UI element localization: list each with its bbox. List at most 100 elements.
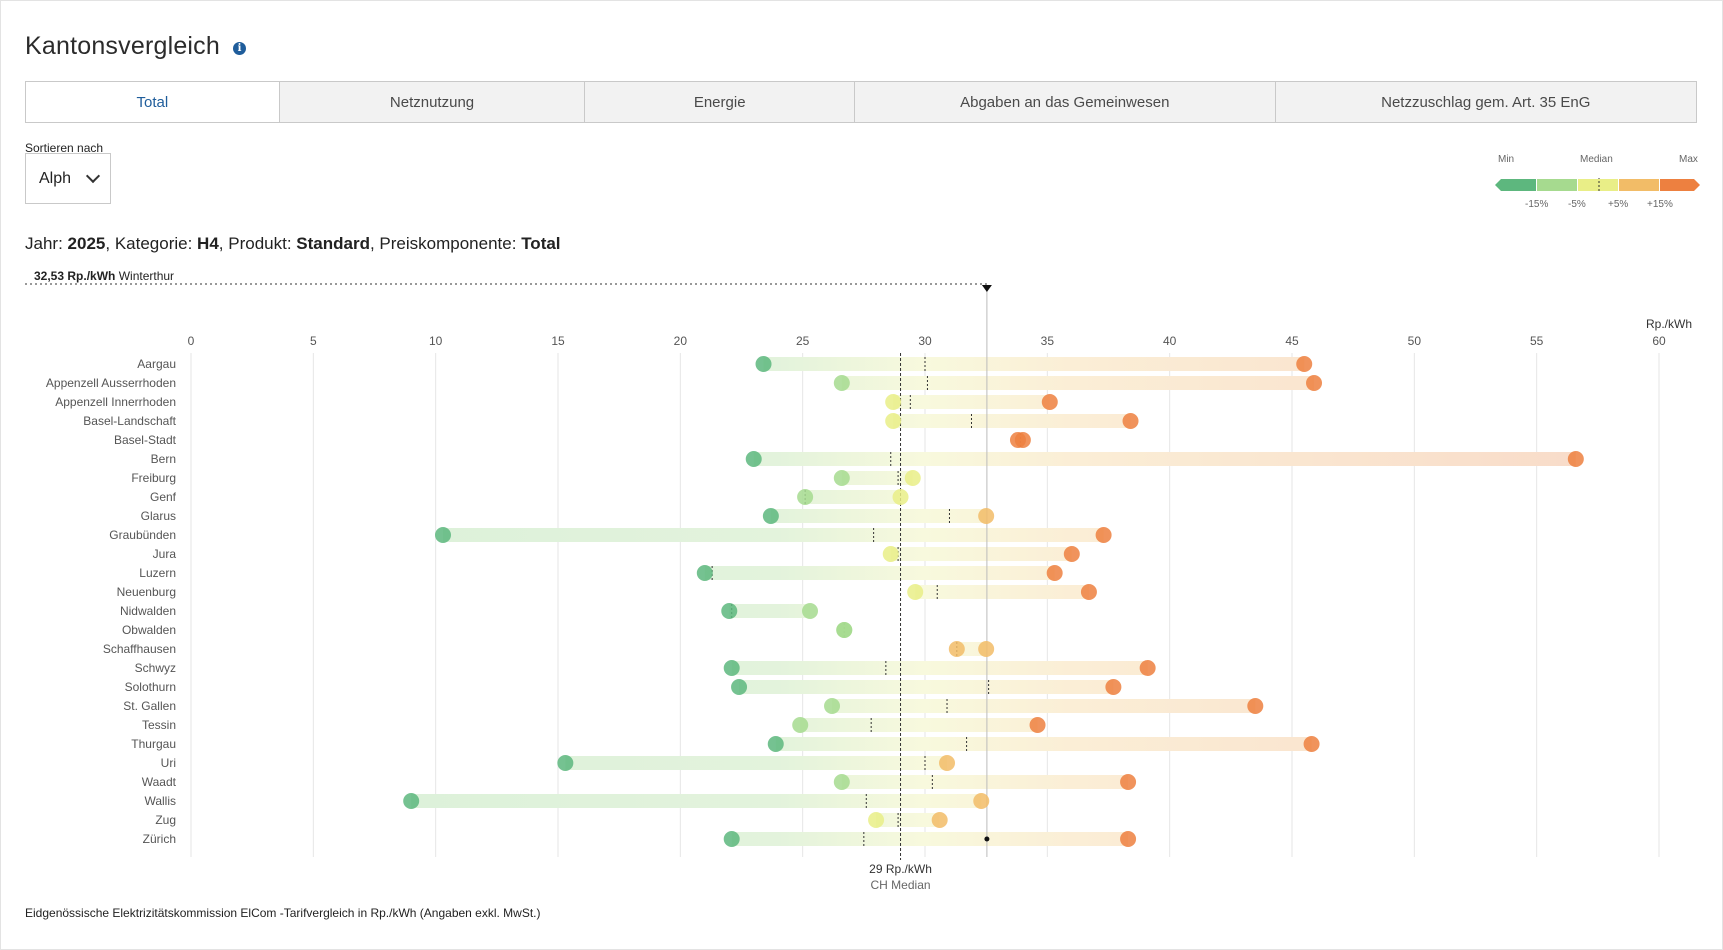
min-dot xyxy=(721,603,738,619)
max-dot xyxy=(836,622,853,638)
legend-min-label: Min xyxy=(1498,154,1515,165)
max-dot xyxy=(1567,451,1584,467)
x-tick-label: 10 xyxy=(429,334,443,348)
range-bar xyxy=(411,794,982,808)
filter-summary: Jahr: 2025, Kategorie: H4, Produkt: Stan… xyxy=(25,234,561,253)
category-label: Thurgau xyxy=(131,737,176,751)
min-dot xyxy=(723,831,740,847)
max-dot xyxy=(1247,698,1264,714)
range-bar xyxy=(770,509,987,523)
category-label: Bern xyxy=(151,452,176,466)
range-bar xyxy=(443,528,1104,542)
range-bar xyxy=(731,832,1129,846)
min-dot xyxy=(833,470,850,486)
min-dot xyxy=(948,641,965,657)
min-dot xyxy=(723,660,740,676)
max-dot xyxy=(1139,660,1156,676)
max-dot xyxy=(1014,432,1031,448)
kantonsvergleich-chart: 0 5 10 15 20 25 30 35 40 45 50 55 60 Rp./kWh Aargau App… xyxy=(25,269,1692,892)
category-label: Uri xyxy=(161,756,176,770)
sort-select[interactable]: Alph xyxy=(25,153,111,204)
category-label: Tessin xyxy=(142,718,176,732)
range-bar xyxy=(731,661,1148,675)
legend-tick-minus5: -5% xyxy=(1568,199,1586,210)
min-dot xyxy=(762,508,779,524)
legend-swatch-plus5 xyxy=(1619,179,1659,191)
x-tick-label: 0 xyxy=(188,334,195,348)
tab-netzzuschlag[interactable]: Netzzuschlag gem. Art. 35 EnG xyxy=(1274,82,1697,122)
max-dot xyxy=(1080,584,1097,600)
overlay-layer xyxy=(25,283,992,860)
highlight-name: Winterthur xyxy=(119,269,174,283)
category-label: Appenzell Ausserrhoden xyxy=(46,376,176,390)
x-tick-label: 35 xyxy=(1041,334,1055,348)
max-dot xyxy=(973,793,990,809)
max-dot xyxy=(1120,774,1137,790)
tab-total[interactable]: Total xyxy=(26,82,279,122)
range-bar xyxy=(893,395,1050,409)
category-label: Nidwalden xyxy=(120,604,176,618)
max-dot xyxy=(1303,736,1320,752)
category-label: Appenzell Innerrhoden xyxy=(55,395,176,409)
x-tick-label: 45 xyxy=(1285,334,1299,348)
max-dot xyxy=(1029,717,1046,733)
min-dot xyxy=(557,755,574,771)
category-label: Schwyz xyxy=(135,661,176,675)
range-bar xyxy=(956,642,987,656)
category-label: Basel-Stadt xyxy=(114,433,177,447)
highlight-row-dot xyxy=(984,836,990,842)
range-bar xyxy=(841,376,1315,390)
median-layer xyxy=(711,357,1021,846)
min-dot xyxy=(885,413,902,429)
max-dot xyxy=(1306,375,1323,391)
range-bar xyxy=(729,604,811,618)
range-layer xyxy=(411,357,1576,846)
sort-label: Sortieren nach xyxy=(25,141,104,155)
legend-swatch-minus5 xyxy=(1537,179,1577,191)
x-tick-label: 50 xyxy=(1408,334,1422,348)
x-tick-label: 5 xyxy=(310,334,317,348)
range-bar xyxy=(704,566,1055,580)
title-row: Kantonsvergleich i xyxy=(25,32,246,61)
max-dot xyxy=(1041,394,1058,410)
produkt-value: Standard xyxy=(296,234,370,253)
tab-energie[interactable]: Energie xyxy=(584,82,855,122)
max-dot xyxy=(1063,546,1080,562)
range-bar xyxy=(841,471,913,485)
x-tick-label: 25 xyxy=(796,334,810,348)
max-dot xyxy=(892,489,909,505)
component-tabs: Total Netznutzung Energie Abgaben an das… xyxy=(25,81,1697,123)
preis-value: Total xyxy=(521,234,561,253)
min-dot xyxy=(755,356,772,372)
max-dot xyxy=(978,508,995,524)
range-bar xyxy=(841,775,1129,789)
source-note: Eidgenössische Elektrizitätskommission E… xyxy=(25,906,541,920)
legend-median-label: Median xyxy=(1580,154,1613,165)
ch-median-name: CH Median xyxy=(871,878,931,892)
category-label: Obwalden xyxy=(122,623,176,637)
category-label: Wallis xyxy=(144,794,176,808)
tab-abgaben[interactable]: Abgaben an das Gemeinwesen xyxy=(854,82,1275,122)
page-title: Kantonsvergleich xyxy=(25,32,220,60)
category-label: St. Gallen xyxy=(123,699,176,713)
category-label: Jura xyxy=(153,547,177,561)
produkt-label: Produkt: xyxy=(228,234,292,253)
min-dot xyxy=(767,736,784,752)
range-bar xyxy=(893,414,1131,428)
info-icon[interactable]: i xyxy=(233,41,246,55)
max-dot xyxy=(802,603,819,619)
min-dot xyxy=(403,793,420,809)
tab-netznutzung[interactable]: Netznutzung xyxy=(278,82,585,122)
jahr-label: Jahr: xyxy=(25,234,63,253)
category-label: Basel-Landschaft xyxy=(83,414,176,428)
range-bar xyxy=(890,547,1072,561)
category-label: Zug xyxy=(155,813,176,827)
kategorie-label: Kategorie: xyxy=(114,234,193,253)
color-legend: Min Median Max -15% -5% +5% +15% xyxy=(1495,150,1700,215)
range-bar xyxy=(832,699,1256,713)
min-dot xyxy=(792,717,809,733)
category-label: Luzern xyxy=(139,566,176,580)
sort-select-value: Alph xyxy=(39,169,72,187)
max-dot xyxy=(1296,356,1313,372)
category-label: Aargau xyxy=(137,357,176,371)
